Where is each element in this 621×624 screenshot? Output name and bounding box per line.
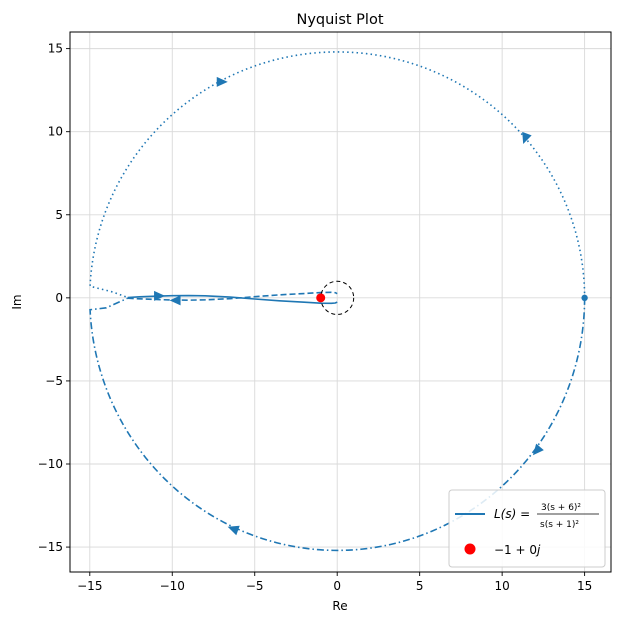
legend-label-point-j: j [535,543,541,557]
x-tick-label: 0 [333,579,341,593]
plot-area [89,51,588,552]
legend-box [448,489,606,568]
dashed-branch [127,291,338,301]
direction-arrow [169,295,181,306]
direction-arrow [216,76,228,87]
legend-label-point-main: −1 + 0 [494,543,537,557]
x-tick-label: 15 [577,579,592,593]
y-axis-label: Im [10,294,24,309]
y-tick-label: −15 [38,540,63,554]
upper-dotted-arc [89,51,586,299]
y-tick-label: 0 [55,291,63,305]
direction-arrow [522,131,532,144]
x-tick-label: 5 [416,579,424,593]
x-tick-label: −5 [246,579,264,593]
y-tick-label: −5 [45,374,63,388]
legend-label-point: −1 + 0j [494,543,541,557]
y-tick-label: 15 [48,42,63,56]
legend: L(s) = 3(s + 6)² s(s + 1)² −1 + 0j [448,489,606,568]
legend-dot-marker [464,543,476,555]
x-tick-label: 10 [494,579,509,593]
x-tick-label: −10 [160,579,185,593]
legend-label-denominator: s(s + 1)² [540,520,579,530]
legend-label-prefix: L(s) = [494,507,530,521]
start-point-marker [581,294,588,302]
y-tick-label: −10 [38,457,63,471]
direction-arrow [227,525,240,536]
lower-dashdot-arc [89,297,586,552]
chart-title: Nyquist Plot [296,12,383,28]
x-tick-label: −15 [77,579,102,593]
grid [70,32,611,572]
direction-arrows [154,76,544,536]
y-tick-label: 10 [48,125,63,139]
critical-point-marker [316,293,326,303]
direction-arrow [532,443,544,456]
ticks: −15 −10 −5 0 5 10 15 −15 −10 −5 0 5 10 15 [38,42,593,593]
direction-arrow [154,290,166,301]
y-tick-label: 5 [55,208,63,222]
x-axis-label: Re [332,599,347,613]
axes-frame [69,31,612,573]
legend-label-numerator: 3(s + 6)² [541,503,581,513]
markers [316,293,588,303]
